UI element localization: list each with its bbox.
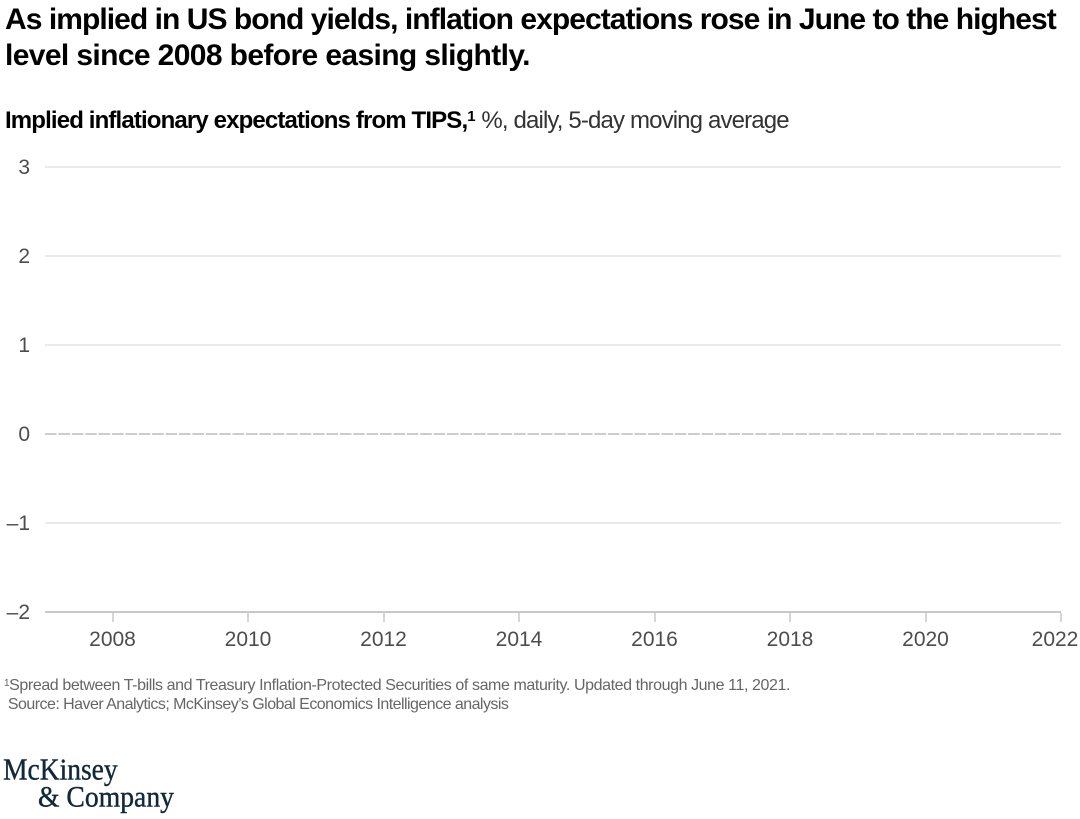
svg-text:McKinsey: McKinsey [3,752,118,787]
svg-text:& Company: & Company [38,781,174,814]
